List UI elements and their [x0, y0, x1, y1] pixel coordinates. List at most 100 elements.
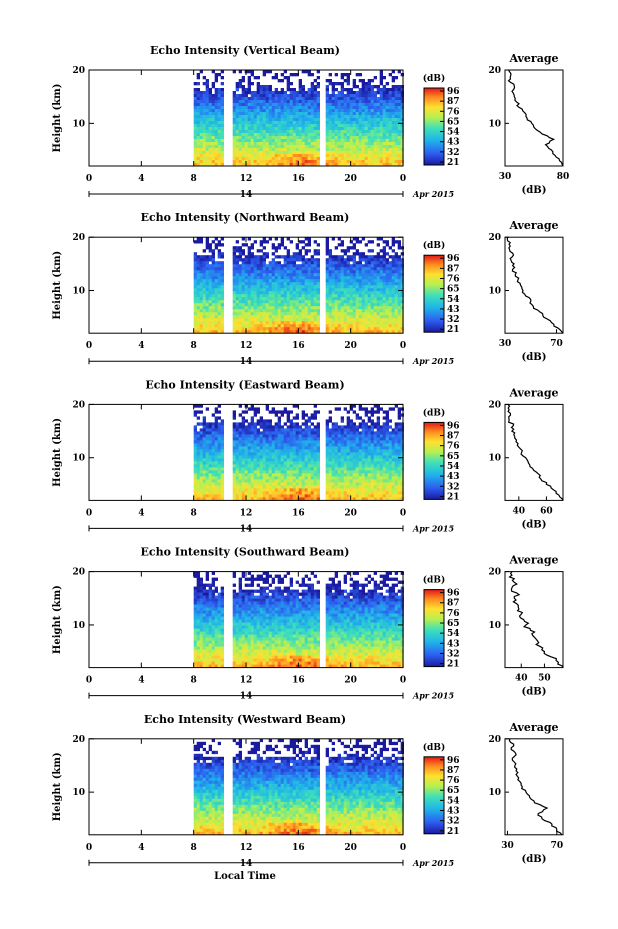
heatmap-cell — [220, 461, 224, 465]
heatmap-cell — [274, 476, 278, 480]
heatmap-cell — [391, 288, 395, 292]
heatmap-cell — [364, 312, 368, 316]
heatmap-cell — [385, 279, 389, 283]
heatmap-cell — [193, 82, 197, 86]
heatmap-cell — [337, 273, 341, 277]
heatmap-cell — [307, 100, 311, 104]
heatmap-cell — [256, 88, 260, 92]
heatmap-cell — [301, 473, 305, 477]
heatmap-cell — [235, 246, 239, 250]
heatmap-cell — [310, 100, 314, 104]
heatmap-cell — [397, 88, 401, 92]
heatmap-cell — [355, 315, 359, 319]
heatmap-cell — [283, 497, 287, 501]
heatmap-cell — [274, 246, 278, 250]
heatmap-cell — [232, 443, 236, 447]
heatmap-cell — [253, 258, 257, 262]
heatmap-cell — [250, 100, 254, 104]
heatmap-cell — [349, 139, 353, 143]
heatmap-cell — [265, 121, 269, 125]
heatmap-cell — [250, 449, 254, 453]
heatmap-cell — [367, 255, 371, 259]
heatmap-cell — [337, 303, 341, 307]
heatmap-cell — [382, 318, 386, 322]
heatmap-cell — [262, 115, 266, 119]
heatmap-cell — [382, 124, 386, 128]
heatmap-cell — [334, 488, 338, 492]
heatmap-cell — [331, 315, 335, 319]
heatmap-cell — [256, 121, 260, 125]
x-tick-label: 12 — [240, 174, 253, 184]
heatmap-cell — [358, 282, 362, 286]
heatmap-cell — [352, 294, 356, 298]
heatmap-cell — [301, 100, 305, 104]
heatmap-cell — [220, 103, 224, 107]
heatmap-cell — [253, 452, 257, 456]
heatmap-cell — [214, 464, 218, 468]
heatmap-cell — [346, 327, 350, 331]
heatmap-cell — [211, 452, 215, 456]
heatmap-cell — [235, 85, 239, 89]
heatmap-cell — [298, 497, 302, 501]
heatmap-cell — [325, 428, 329, 432]
heatmap-cell — [289, 288, 293, 292]
heatmap-cell — [193, 106, 197, 110]
heatmap-cell — [337, 461, 341, 465]
heatmap-cell — [232, 425, 236, 429]
heatmap-cell — [217, 124, 221, 128]
heatmap-cell — [298, 151, 302, 155]
heatmap-cell — [277, 300, 281, 304]
heatmap-cell — [301, 410, 305, 414]
heatmap-cell — [325, 103, 329, 107]
heatmap-cell — [289, 300, 293, 304]
heatmap-cell — [397, 276, 401, 280]
heatmap-cell — [205, 85, 209, 89]
heatmap-cell — [274, 163, 278, 167]
heatmap-cell — [235, 163, 239, 167]
heatmap-cell — [232, 470, 236, 474]
colorbar-tick-label: 87 — [447, 264, 460, 274]
heatmap-cell — [292, 106, 296, 110]
heatmap-cell — [250, 303, 254, 307]
heatmap-cell — [205, 121, 209, 125]
heatmap-cell — [379, 124, 383, 128]
heatmap-cell — [337, 446, 341, 450]
heatmap-cell — [334, 127, 338, 131]
heatmap-cell — [304, 270, 308, 274]
heatmap-cell — [202, 157, 206, 161]
heatmap-cell — [247, 70, 251, 74]
heatmap-cell — [301, 485, 305, 489]
heatmap-cell — [292, 312, 296, 316]
heatmap-cell — [298, 285, 302, 289]
profile-frame — [504, 236, 564, 334]
heatmap-cell — [220, 82, 224, 86]
heatmap-cell — [307, 273, 311, 277]
heatmap-cell — [241, 261, 245, 265]
heatmap-cell — [193, 476, 197, 480]
heatmap-cell — [259, 321, 263, 325]
heatmap-cell — [202, 112, 206, 116]
heatmap-cell — [271, 246, 275, 250]
heatmap-cell — [361, 79, 365, 83]
heatmap-cell — [379, 100, 383, 104]
heatmap-cell — [253, 282, 257, 286]
heatmap-cell — [295, 297, 299, 301]
heatmap-cell — [244, 470, 248, 474]
heatmap-cell — [235, 270, 239, 274]
heatmap-cell — [316, 121, 320, 125]
heatmap-cell — [259, 458, 263, 462]
heatmap-cell — [289, 488, 293, 492]
heatmap-cell — [268, 106, 272, 110]
heatmap-cell — [238, 437, 242, 441]
heatmap-cell — [388, 318, 392, 322]
heatmap-cell — [301, 303, 305, 307]
heatmap-cell — [241, 288, 245, 292]
heatmap-cell — [232, 291, 236, 295]
heatmap-cell — [280, 100, 284, 104]
heatmap-cell — [199, 440, 203, 444]
heatmap-cell — [211, 273, 215, 277]
heatmap-cell — [280, 425, 284, 429]
heatmap-cell — [325, 148, 329, 152]
heatmap-cell — [346, 154, 350, 158]
heatmap-cell — [295, 270, 299, 274]
